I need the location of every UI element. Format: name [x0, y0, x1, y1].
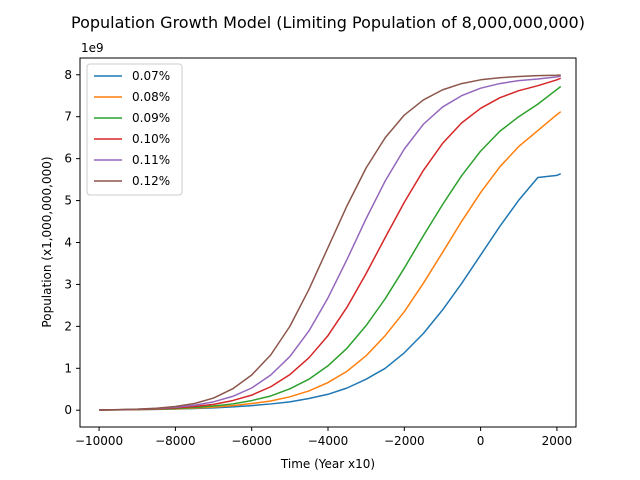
series-lines: [99, 74, 562, 411]
legend-label-5: 0.12%: [132, 174, 170, 188]
y-axis-label: Population (x1,000,000,000): [40, 156, 54, 327]
y-tick-label: 1: [64, 361, 72, 375]
y-offset-label: 1e9: [81, 41, 104, 55]
series-line-5: [99, 74, 561, 411]
plot-area-frame: [79, 57, 577, 428]
y-tick-label: 7: [64, 110, 72, 124]
x-tick-label: −2000: [384, 434, 425, 448]
x-axis-label: Time (Year x10): [280, 457, 375, 471]
x-axis-ticks: −10000 −8000 −6000 −4000 −2000 0 2000: [75, 427, 572, 448]
x-tick-label: −8000: [155, 434, 196, 448]
legend-label-4: 0.11%: [132, 153, 170, 167]
y-tick-label: 4: [64, 236, 72, 250]
legend-label-2: 0.09%: [132, 111, 170, 125]
series-line-0: [99, 173, 562, 411]
y-tick-label: 8: [64, 68, 72, 82]
legend-label-3: 0.10%: [132, 132, 170, 146]
y-tick-label: 5: [64, 194, 72, 208]
y-tick-label: 3: [64, 277, 72, 291]
x-tick-label: −4000: [308, 434, 349, 448]
y-axis-ticks: 0 1 2 3 4 5 6 7 8: [64, 68, 80, 417]
x-tick-label: −6000: [231, 434, 272, 448]
x-tick-label: 0: [477, 434, 485, 448]
x-tick-label: 2000: [542, 434, 573, 448]
series-line-4: [99, 75, 561, 411]
legend: 0.07% 0.08% 0.09% 0.10% 0.11% 0.12%: [86, 63, 183, 196]
legend-label-0: 0.07%: [132, 69, 170, 83]
x-tick-label: −10000: [75, 434, 123, 448]
chart-title: Population Growth Model (Limiting Popula…: [71, 13, 585, 32]
y-tick-label: 6: [64, 152, 72, 166]
y-tick-label: 0: [64, 403, 72, 417]
legend-label-1: 0.08%: [132, 90, 170, 104]
y-tick-label: 2: [64, 319, 72, 333]
